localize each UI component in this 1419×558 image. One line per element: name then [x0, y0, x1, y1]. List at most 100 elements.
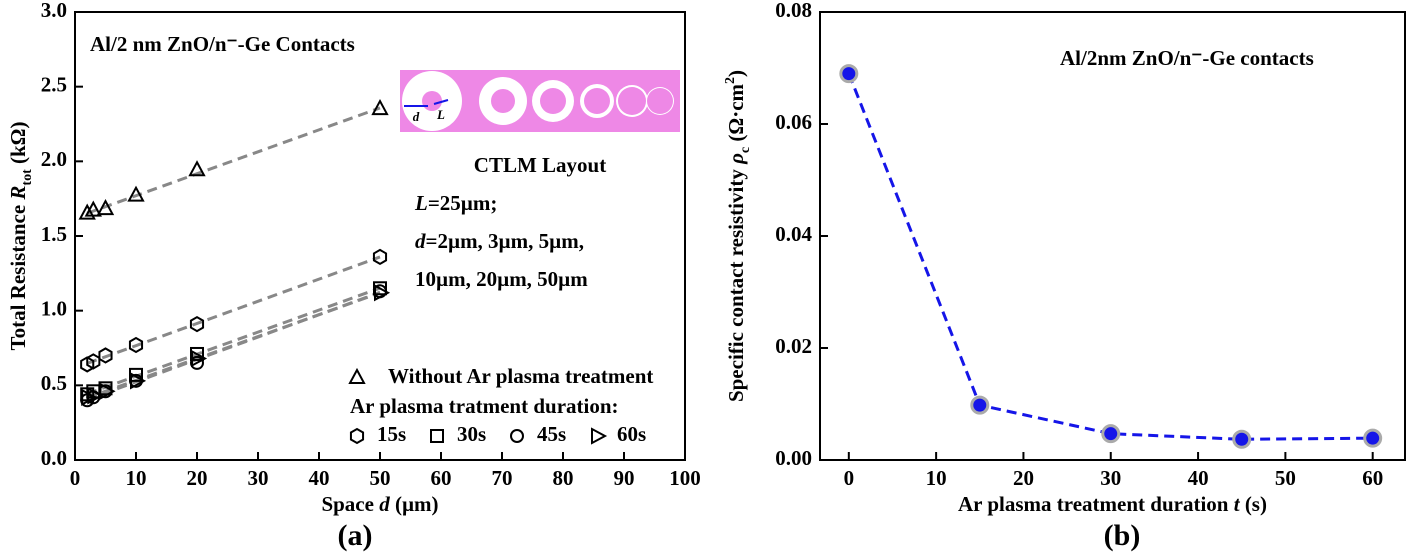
- y-axis-label-part: 2: [723, 77, 738, 84]
- x-tick-label: 80: [553, 466, 574, 490]
- legend-marker: [591, 427, 608, 445]
- x-tick-label: 50: [370, 466, 391, 490]
- ring-inner: [618, 87, 646, 115]
- y-tick-label: 0.04: [775, 222, 812, 246]
- x-axis-label: Ar plasma treatment duration t (s): [958, 492, 1267, 516]
- marker: [87, 387, 104, 405]
- inset-line-text: =2µm, 3µm, 5µm,: [426, 229, 585, 253]
- chart-title: Al/2 nm ZnO/n⁻-Ge Contacts: [90, 32, 355, 56]
- y-axis-label-part: ρ: [724, 153, 748, 165]
- legend-marker: [349, 427, 365, 445]
- inset-line: d=2µm, 3µm, 5µm,: [415, 229, 584, 253]
- x-tick-label: 10: [126, 466, 147, 490]
- line: [847, 73, 1373, 441]
- x-tick-label: 90: [614, 466, 635, 490]
- y-tick-label: 0.06: [775, 110, 812, 134]
- marker: [128, 336, 144, 354]
- marker: [80, 356, 95, 373]
- y-axis-label-part: tot: [20, 169, 35, 186]
- point: [1232, 429, 1252, 449]
- x-axis-label-part: d: [379, 492, 390, 516]
- x-tick-label: 40: [309, 466, 330, 490]
- x-axis-label-part: t: [1234, 492, 1241, 516]
- marker: [96, 199, 115, 216]
- y-axis-label-part: ): [724, 70, 748, 77]
- legend-marker: [348, 367, 366, 384]
- fit-line: [86, 255, 381, 365]
- legend-marker: [510, 429, 524, 443]
- x-tick-label: 50: [1275, 466, 1296, 490]
- y-tick-label: 0.5: [41, 371, 67, 395]
- point: [970, 395, 990, 415]
- marker: [374, 284, 391, 302]
- legend-heading: Ar plasma tratment duration:: [350, 394, 619, 418]
- y-axis-label: Specific contact resistivity ρc (Ω·cm2): [723, 70, 753, 402]
- x-tick-label: 100: [669, 466, 701, 490]
- x-axis-label-part: (µm): [390, 492, 439, 516]
- y-axis-label-part: c: [738, 147, 753, 153]
- x-axis-label-part: Space: [321, 492, 379, 516]
- x-tick-label: 40: [1188, 466, 1209, 490]
- y-tick-label: 0.0: [41, 446, 67, 470]
- x-axis-label-part: (s): [1240, 492, 1267, 516]
- marker: [98, 347, 113, 364]
- y-axis-label-part: Total Resistance: [6, 200, 30, 351]
- marker: [372, 248, 388, 266]
- y-tick-label: 0.08: [775, 0, 812, 22]
- legend-label: 15s: [377, 422, 406, 446]
- y-tick-label: 2.5: [41, 72, 67, 96]
- point: [839, 64, 859, 84]
- L-arrow: [433, 99, 449, 105]
- legend-marker: [430, 429, 444, 443]
- plot-frame: [819, 11, 1406, 461]
- legend-label: 60s: [617, 422, 646, 446]
- ring-inner: [647, 88, 673, 114]
- legend-label: Without Ar plasma treatment: [388, 364, 653, 388]
- inset-L-label: L: [436, 107, 445, 122]
- x-tick-label: 0: [70, 466, 81, 490]
- x-tick-label: 30: [248, 466, 269, 490]
- chart-title: Al/2nm ZnO/n⁻-Ge contacts: [1060, 46, 1314, 70]
- x-tick-label: 20: [187, 466, 208, 490]
- inset-line: L=25µm;: [414, 191, 497, 215]
- x-axis-label-part: Ar plasma treatment duration: [958, 492, 1234, 516]
- marker: [188, 160, 206, 177]
- marker: [130, 372, 147, 390]
- inset-line-var: d: [415, 229, 426, 253]
- y-tick-label: 0.00: [775, 446, 812, 470]
- y-tick-label: 1.0: [41, 296, 67, 320]
- y-tick-label: 0.02: [775, 334, 812, 358]
- inset-line: 10µm, 20µm, 50µm: [415, 267, 588, 291]
- marker: [191, 349, 208, 368]
- point: [1363, 428, 1383, 448]
- ring-inner: [540, 88, 566, 114]
- y-tick-label: 2.0: [41, 147, 67, 171]
- inset-line-text: 10µm, 20µm, 50µm: [415, 267, 588, 291]
- y-axis-label-part: (kΩ): [6, 122, 30, 170]
- fit-line: [86, 106, 381, 215]
- legend-label: 30s: [457, 422, 486, 446]
- marker: [99, 382, 116, 400]
- x-tick-label: 60: [431, 466, 452, 490]
- marker: [84, 200, 102, 217]
- x-tick-label: 30: [1100, 466, 1121, 490]
- legend-label: 45s: [537, 422, 566, 446]
- inset-d-label: d: [413, 109, 420, 124]
- inset-title: CTLM Layout: [474, 153, 606, 177]
- marker: [189, 315, 205, 333]
- marker: [78, 203, 96, 220]
- y-axis-label-part: Specific contact resistivity: [724, 164, 748, 402]
- ring-inner: [491, 89, 515, 113]
- y-tick-label: 1.5: [41, 222, 67, 246]
- panel-label: (b): [1104, 519, 1141, 552]
- y-axis-label-part: (Ω·cm: [724, 83, 748, 146]
- x-tick-label: 0: [844, 466, 855, 490]
- point: [1101, 424, 1121, 444]
- y-axis-label: Total Resistance Rtot (kΩ): [6, 122, 35, 351]
- marker: [371, 98, 389, 116]
- inset-line-text: =25µm;: [428, 191, 498, 215]
- x-tick-label: 70: [492, 466, 513, 490]
- y-axis-label-part: R: [6, 186, 30, 201]
